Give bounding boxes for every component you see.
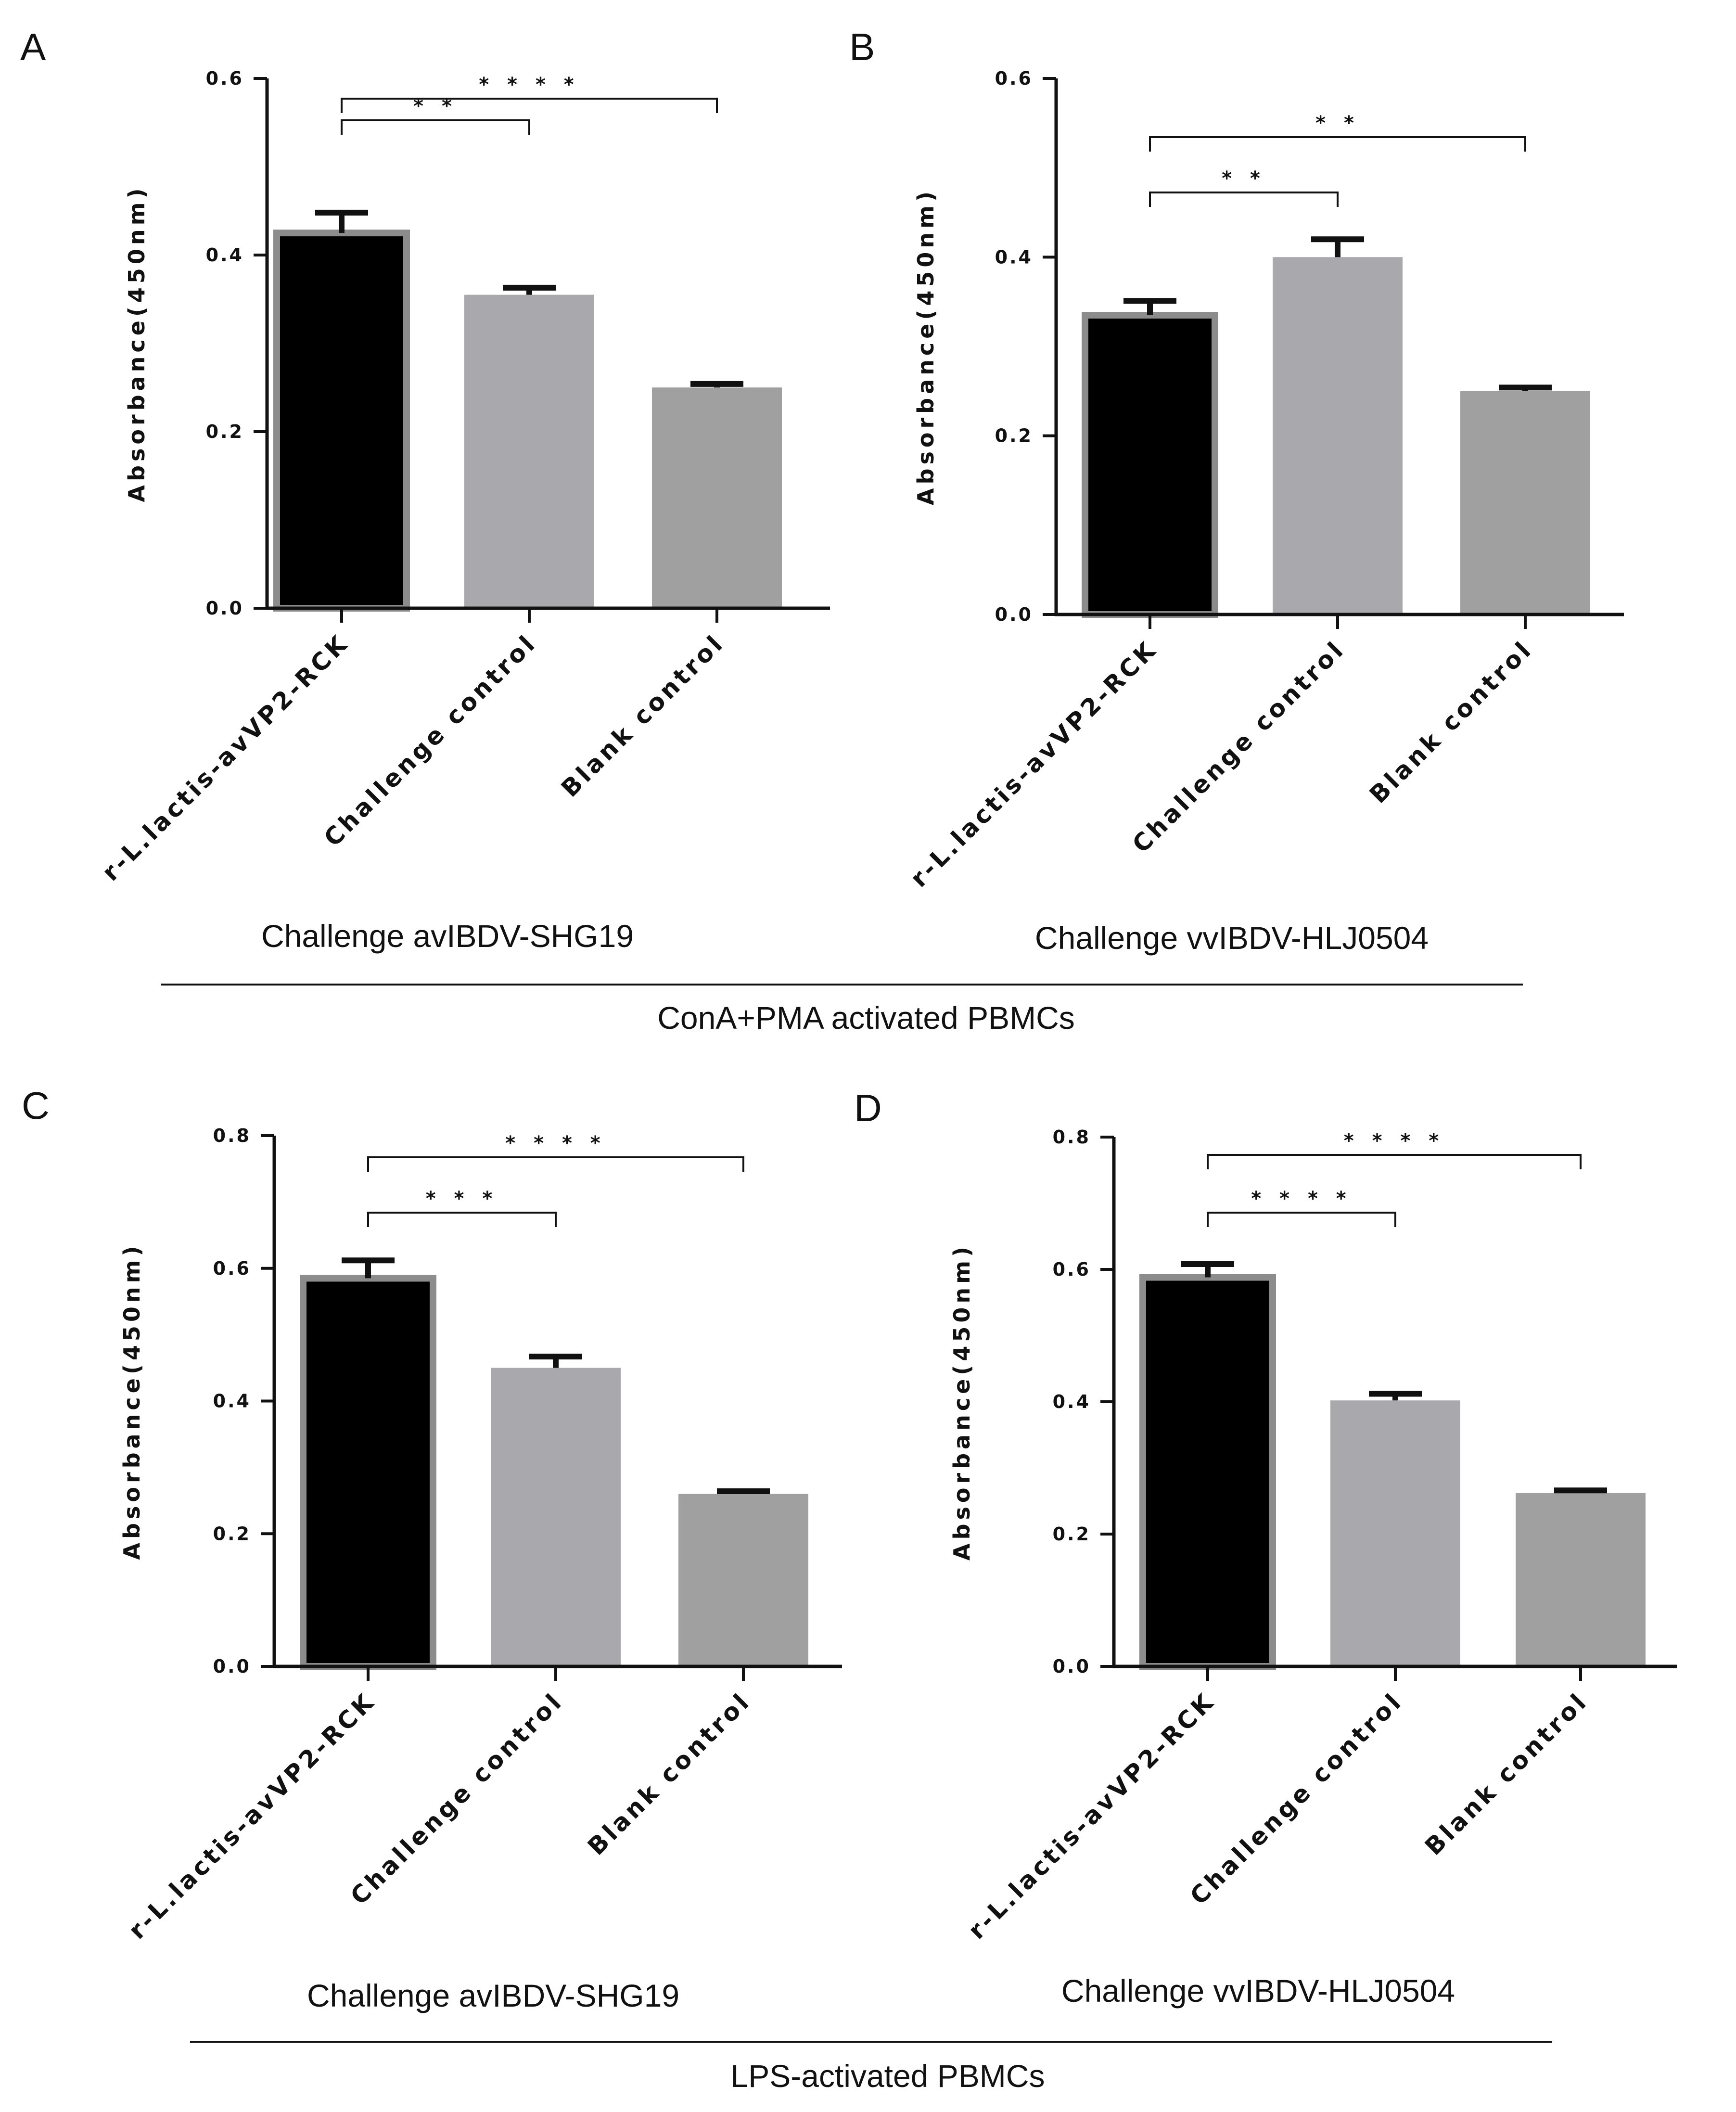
panel-subtitle: Challenge vvIBDV-HLJ0504 bbox=[1035, 920, 1429, 956]
significance-label: * * * * bbox=[1251, 1188, 1352, 1210]
y-tick-label: 0.6 bbox=[206, 68, 244, 89]
y-tick-label: 0.0 bbox=[995, 604, 1033, 625]
significance-bracket bbox=[341, 98, 718, 113]
x-tick-label: r-L.lactis-avVP2-RCK bbox=[963, 1687, 1221, 1945]
x-tick-label: Blank control bbox=[1364, 635, 1538, 808]
x-tick-label: Challenge control bbox=[345, 1687, 568, 1910]
significance-bracket bbox=[367, 1212, 557, 1227]
bar-2 bbox=[1330, 1400, 1460, 1666]
y-tick-label: 0.4 bbox=[1053, 1391, 1091, 1412]
significance-bracket bbox=[1149, 136, 1526, 152]
x-tick-label: Blank control bbox=[1419, 1687, 1593, 1860]
y-tick-label: 0.4 bbox=[995, 246, 1033, 268]
panel-c: C 0.0 0.2 0.4 0.6 0.8 Absorbance(450nm) r-L.lac… bbox=[22, 1084, 842, 2013]
x-tick-label: Challenge control bbox=[1185, 1687, 1408, 1910]
y-axis-label: Absorbance(450nm) bbox=[119, 1242, 145, 1560]
panel-a: A 0.0 0.2 0.4 0.6 Absorbance(450nm) r-L.lactis… bbox=[20, 26, 830, 954]
y-tick-label: 0.0 bbox=[213, 1656, 251, 1677]
significance-label: * * * * bbox=[505, 1132, 606, 1154]
y-tick-label: 0.2 bbox=[1053, 1523, 1091, 1545]
x-tick-label: Challenge control bbox=[1127, 635, 1350, 858]
panel-subtitle: Challenge avIBDV-SHG19 bbox=[307, 1978, 679, 2013]
y-tick-label: 0.4 bbox=[206, 244, 244, 266]
panel-subtitle: Challenge avIBDV-SHG19 bbox=[261, 918, 634, 954]
significance-label: * * bbox=[1315, 112, 1360, 134]
panel-b: B 0.0 0.2 0.4 0.6 Absorbance(450nm) r-L.lactis… bbox=[849, 26, 1624, 956]
significance-label: * * * * bbox=[1344, 1130, 1444, 1152]
y-tick-label: 0.8 bbox=[213, 1125, 251, 1146]
bar-2 bbox=[1273, 257, 1403, 614]
y-tick-label: 0.8 bbox=[1053, 1126, 1091, 1148]
x-tick-label: Blank control bbox=[582, 1687, 756, 1860]
panel-letter: A bbox=[20, 26, 46, 68]
y-tick-label: 0.6 bbox=[995, 68, 1033, 89]
significance-bracket bbox=[1207, 1154, 1582, 1169]
significance-bracket bbox=[341, 119, 530, 135]
significance-bracket bbox=[1207, 1212, 1396, 1227]
significance-label: * * * * bbox=[479, 74, 579, 96]
y-tick-label: 0.2 bbox=[213, 1523, 251, 1544]
bar-3 bbox=[1460, 391, 1590, 614]
panel-letter: C bbox=[22, 1084, 50, 1127]
panel-letter: B bbox=[849, 26, 875, 68]
bar-3 bbox=[652, 387, 782, 608]
x-tick-label: r-L.lactis-avVP2-RCK bbox=[97, 628, 355, 886]
bar-3 bbox=[1516, 1493, 1646, 1666]
y-tick-label: 0.0 bbox=[206, 598, 244, 619]
significance-bracket bbox=[1149, 192, 1339, 207]
x-tick-label: Blank control bbox=[556, 628, 729, 802]
y-tick-label: 0.6 bbox=[213, 1258, 251, 1279]
bar-2 bbox=[464, 294, 594, 608]
bar-1 bbox=[300, 1275, 436, 1670]
panel-letter: D bbox=[854, 1087, 882, 1129]
panel-d: D 0.0 0.2 0.4 0.6 0.8 Absorbance(450nm) r-L.lac… bbox=[854, 1087, 1677, 2009]
group-label-bottom: LPS-activated PBMCs bbox=[731, 2058, 1045, 2094]
y-axis-label: Absorbance(450nm) bbox=[124, 184, 150, 502]
bar-2 bbox=[491, 1368, 621, 1666]
y-axis-label: Absorbance(450nm) bbox=[949, 1243, 975, 1561]
significance-bracket bbox=[367, 1156, 744, 1172]
bar-1 bbox=[1082, 312, 1218, 618]
y-tick-label: 0.4 bbox=[213, 1391, 251, 1412]
bar-1 bbox=[1139, 1274, 1276, 1670]
x-tick-label: r-L.lactis-avVP2-RCK bbox=[123, 1687, 381, 1945]
bar-1 bbox=[273, 230, 410, 612]
significance-label: * * * bbox=[426, 1188, 498, 1210]
panel-subtitle: Challenge vvIBDV-HLJ0504 bbox=[1061, 1973, 1455, 2009]
y-tick-label: 0.2 bbox=[995, 425, 1033, 447]
bar-3 bbox=[678, 1494, 808, 1666]
significance-label: * * bbox=[1222, 167, 1266, 190]
y-tick-label: 0.6 bbox=[1053, 1259, 1091, 1280]
y-tick-label: 0.0 bbox=[1053, 1656, 1091, 1677]
x-tick-label: r-L.lactis-avVP2-RCK bbox=[905, 635, 1163, 893]
y-tick-label: 0.2 bbox=[206, 421, 244, 442]
y-axis-label: Absorbance(450nm) bbox=[913, 188, 939, 505]
x-tick-label: Challenge control bbox=[319, 628, 542, 852]
group-label-top: ConA+PMA activated PBMCs bbox=[657, 1000, 1075, 1036]
